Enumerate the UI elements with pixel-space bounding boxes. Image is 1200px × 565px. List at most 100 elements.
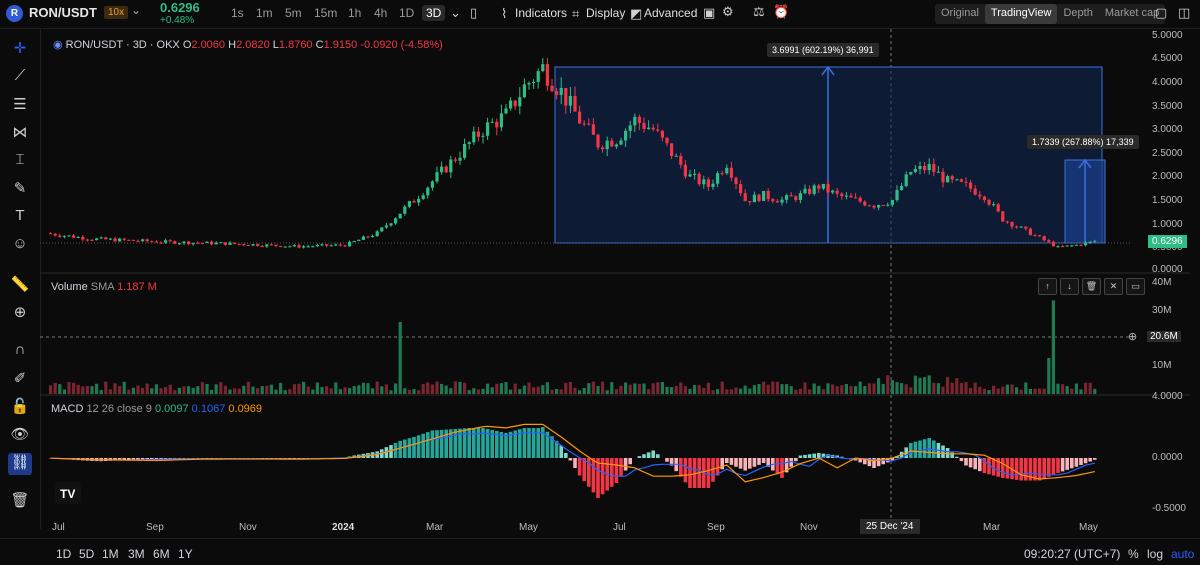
log-toggle[interactable]: log (1147, 547, 1164, 561)
volume-bar (389, 390, 393, 394)
view-market-cap[interactable]: Market cap (1104, 7, 1160, 19)
tf-1s[interactable]: 1s (231, 6, 244, 20)
advanced-icon[interactable]: ◩ (630, 6, 643, 21)
volume-bar (867, 383, 871, 394)
tf-1m[interactable]: 1m (256, 6, 273, 20)
tf-3d[interactable]: 3D (422, 5, 446, 21)
volume-bar (279, 382, 283, 394)
gear-icon[interactable]: ⚙ (722, 4, 734, 19)
move-down-icon[interactable]: ↓ (1060, 278, 1079, 295)
lock-drawing-icon[interactable]: ✐ (13, 370, 27, 387)
range-1y[interactable]: 1Y (178, 547, 193, 561)
delete-pane-icon[interactable]: 🗑 (1082, 278, 1101, 295)
layout-icon[interactable]: ◫ (1178, 5, 1191, 20)
chevron-down-icon[interactable]: ⌄ (131, 3, 142, 17)
candle (1028, 228, 1032, 236)
candle (283, 246, 287, 248)
tf-5m[interactable]: 5m (285, 6, 302, 20)
display-icon[interactable]: ⌗ (572, 6, 580, 21)
candle (440, 166, 444, 173)
view-original[interactable]: Original (941, 7, 979, 19)
view-depth[interactable]: Depth (1063, 7, 1093, 19)
candle (173, 241, 177, 244)
macd-line (50, 423, 1095, 483)
clock[interactable]: 09:20:27 (UTC+7) (1024, 547, 1121, 561)
svg-text:TV: TV (60, 487, 75, 501)
macd-bar (416, 435, 421, 458)
range-1d[interactable]: 1D (56, 547, 72, 561)
save-icon[interactable]: ▣ (703, 5, 716, 20)
candle (177, 243, 181, 245)
tf-4h[interactable]: 4h (374, 6, 388, 20)
range-3m[interactable]: 3M (128, 547, 145, 561)
crosshair-icon[interactable]: ✛ (13, 40, 27, 57)
candle (274, 244, 278, 246)
tf-1d[interactable]: 1D (399, 6, 415, 20)
volume-bar (177, 387, 181, 394)
volume-bar (141, 387, 145, 394)
candle (665, 137, 669, 144)
range-6m[interactable]: 6M (153, 547, 170, 561)
candle (987, 199, 991, 205)
maximize-icon[interactable]: ▭ (1126, 278, 1145, 295)
indicators-icon[interactable]: ⌇ (501, 6, 508, 21)
candle (1079, 244, 1083, 246)
macd-bar (136, 458, 140, 460)
trendline-icon[interactable]: ⟋ (14, 67, 26, 84)
chart-canvas[interactable]: TV (40, 29, 1190, 519)
candles-icon[interactable]: ▯ (470, 5, 478, 20)
tf-1h[interactable]: 1h (348, 6, 362, 20)
range-5d[interactable]: 5D (79, 547, 95, 561)
macd-bar (968, 458, 973, 468)
candle (1038, 235, 1042, 237)
range-1m[interactable]: 1M (102, 547, 119, 561)
candle (223, 242, 227, 245)
alert-icon[interactable]: ⏰ (773, 4, 790, 19)
projection-icon[interactable]: ⌶ (15, 151, 25, 168)
macd-bar (550, 436, 554, 458)
macd-histogram (48, 427, 1097, 498)
display-button[interactable]: Display (586, 6, 626, 20)
volume-bar (950, 382, 954, 394)
chevron-down-icon[interactable]: ⌄ (450, 5, 461, 20)
volume-bar (108, 389, 112, 394)
volume-bar (237, 388, 241, 394)
eye-icon[interactable]: 👁 (10, 426, 30, 443)
macd-bar (398, 440, 402, 458)
magnet-icon[interactable]: ∩ (14, 341, 26, 358)
macd-bar (945, 448, 950, 458)
volume-bar (513, 383, 517, 394)
volume-bar (417, 390, 421, 394)
volume-bar (900, 383, 904, 394)
volume-bar (76, 384, 80, 394)
fullscreen-icon[interactable]: ▢ (1155, 5, 1168, 20)
volume-bar (426, 382, 430, 394)
fib-icon[interactable]: ☰ (13, 96, 27, 113)
emoji-icon[interactable]: ☺ (12, 235, 28, 252)
pattern-icon[interactable]: ⋈ (12, 124, 28, 141)
lock-icon[interactable]: 🔓 (10, 398, 30, 415)
ruler-icon[interactable]: 📏 (10, 276, 30, 293)
auto-toggle[interactable]: auto (1171, 547, 1195, 561)
symbol-name[interactable]: RON/USDT (29, 5, 97, 20)
link-icon[interactable]: ⛓ (8, 453, 32, 475)
advanced-button[interactable]: Advanced (644, 6, 698, 20)
macd-bar (122, 458, 126, 461)
tf-15m[interactable]: 15m (314, 6, 338, 20)
candle (85, 239, 89, 241)
move-up-icon[interactable]: ↑ (1038, 278, 1057, 295)
collapse-icon[interactable]: ✕ (1104, 278, 1123, 295)
text-icon[interactable]: T (15, 207, 25, 224)
brush-icon[interactable]: ✎ (13, 180, 27, 197)
view-tradingview[interactable]: TradingView (984, 4, 1058, 24)
time-tick: Sep (707, 522, 725, 533)
trash-icon[interactable]: 🗑 (10, 492, 30, 509)
macd-bar (715, 458, 720, 476)
volume-bar (1019, 389, 1023, 394)
candle (877, 205, 881, 208)
percent-toggle[interactable]: % (1128, 547, 1139, 561)
zoom-icon[interactable]: ⊕ (13, 304, 27, 321)
scale-icon[interactable]: ⚖ (753, 4, 765, 19)
indicators-button[interactable]: Indicators (515, 6, 568, 20)
add-icon[interactable]: ⊕ (1128, 331, 1138, 343)
